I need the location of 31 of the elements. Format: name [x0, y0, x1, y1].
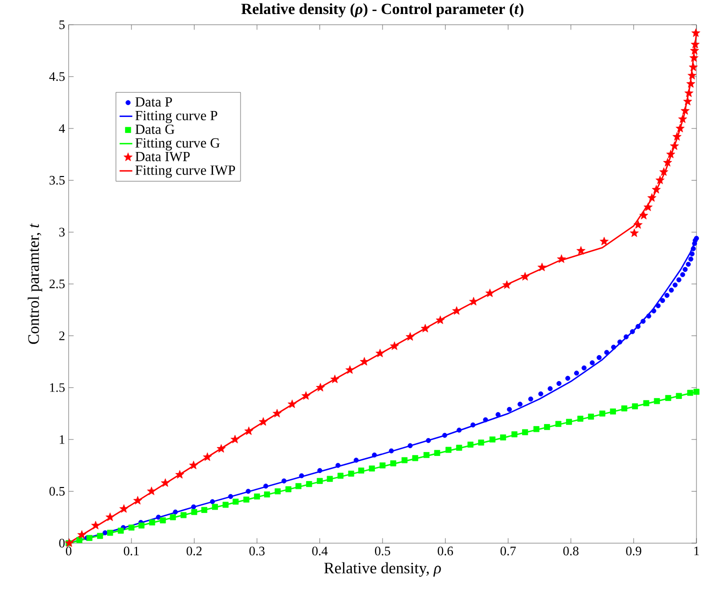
x-tick-label: 0.2 [186, 546, 202, 556]
y-tick-label: 4.5 [49, 72, 65, 82]
y-tick-label: 3.5 [50, 176, 65, 185]
x-tick-label: 0.5 [374, 546, 390, 556]
x-tick-label: 0.6 [438, 546, 454, 556]
x-tick-label: 0.8 [563, 546, 578, 556]
x-tick-label: 0.1 [124, 546, 139, 556]
y-tick-label: 2.5 [50, 280, 65, 288]
x-tick-label: 1 [694, 546, 699, 556]
y-tick-label: 2 [59, 332, 64, 340]
y-tick-label: 1 [60, 435, 64, 444]
x-tick-label: 0.7 [500, 546, 516, 556]
x-tick-label: 0.4 [312, 546, 328, 556]
y-axis-title: Control paramter, t [28, 223, 42, 344]
y-tick-label: 0 [59, 538, 65, 548]
y-tick-label: 0.5 [49, 486, 65, 496]
legend-label: Data P [135, 97, 172, 107]
legend-label: Fitting curve IWP [135, 166, 236, 178]
legend-label: Data IWP [135, 152, 190, 162]
x-tick-label: 0.9 [626, 546, 642, 556]
x-tick-label: 0.3 [249, 546, 265, 556]
chart-title: Relative density (ρ) - Control parameter (t) [241, 3, 524, 18]
y-tick-label: 3 [59, 228, 65, 237]
x-axis-title: Relative density, ρ [324, 562, 441, 577]
legend-label: Fitting curve G [135, 138, 220, 151]
y-tick-label: 5 [59, 20, 65, 30]
legend-label: Data G [135, 124, 174, 134]
x-tick-label: 0 [66, 546, 72, 556]
y-tick-label: 4 [58, 124, 65, 133]
y-tick-label: 1.5 [50, 383, 65, 392]
legend-label: Fitting curve P [135, 110, 218, 124]
